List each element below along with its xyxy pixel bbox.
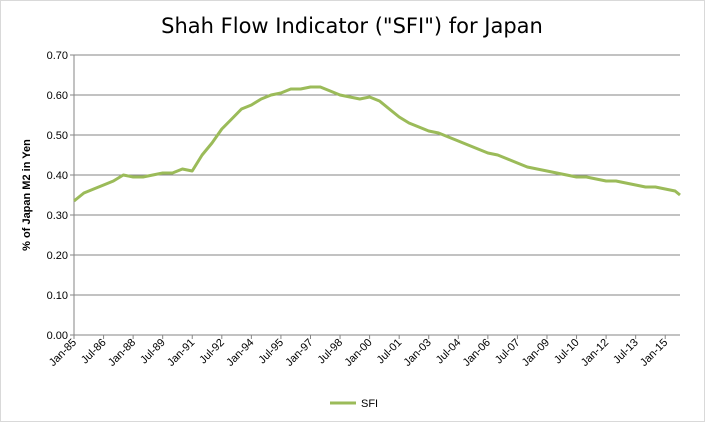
y-axis-label: % of Japan M2 in Yen <box>21 139 33 251</box>
x-tick-label: Jul-07 <box>493 337 523 367</box>
chart-title: Shah Flow Indicator ("SFI") for Japan <box>161 14 543 38</box>
x-tick-label: Jul-01 <box>375 337 405 367</box>
x-tick-label: Jan-06 <box>461 337 493 369</box>
y-tick-label: 0.30 <box>47 210 68 222</box>
y-tick-label: 0.00 <box>47 330 68 342</box>
x-tick-label: Jan-03 <box>402 337 434 369</box>
x-tick-label: Jul-04 <box>434 337 464 367</box>
x-tick-label: Jul-95 <box>256 337 286 367</box>
x-tick-label: Jul-86 <box>79 337 109 367</box>
x-tick-label: Jan-94 <box>224 337 256 369</box>
x-tick-label: Jul-10 <box>552 337 582 367</box>
y-tick-label: 0.70 <box>47 50 68 62</box>
x-tick-label: Jul-13 <box>611 337 641 367</box>
x-tick-label: Jan-09 <box>520 337 552 369</box>
x-tick-label: Jan-97 <box>283 337 315 369</box>
y-tick-label: 0.20 <box>47 250 68 262</box>
y-tick-label: 0.40 <box>47 170 68 182</box>
series-group <box>73 85 681 203</box>
x-tick-label: Jul-92 <box>197 337 227 367</box>
axes <box>70 54 680 339</box>
y-tick-label: 0.60 <box>47 90 68 102</box>
gridlines <box>74 54 680 296</box>
x-tick-label: Jan-91 <box>165 337 197 369</box>
series-line-sfi <box>73 85 681 203</box>
x-tick-label: Jan-12 <box>579 337 611 369</box>
x-tick-label: Jul-89 <box>138 337 168 367</box>
x-tick-label: Jan-15 <box>638 337 670 369</box>
y-tick-label: 0.10 <box>47 290 68 302</box>
x-tick-label: Jan-88 <box>106 337 138 369</box>
x-tick-label: Jan-00 <box>342 337 374 369</box>
y-tick-label: 0.50 <box>47 130 68 142</box>
y-tick-labels: 0.00 0.10 0.20 0.30 0.40 0.50 0.60 0.70 <box>47 50 68 342</box>
legend: SFI <box>330 398 378 410</box>
legend-label-sfi: SFI <box>361 398 378 410</box>
x-tick-label: Jul-98 <box>315 337 345 367</box>
